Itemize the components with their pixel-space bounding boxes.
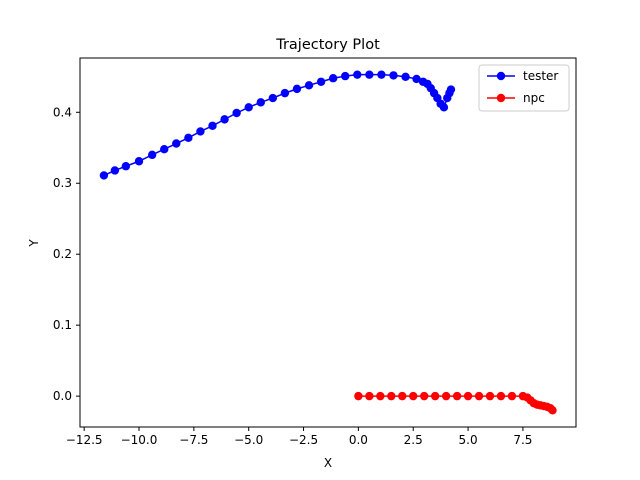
chart-title: Trajectory Plot — [275, 37, 380, 53]
x-axis-label: X — [324, 456, 332, 470]
data-point-tester — [401, 72, 410, 82]
data-point-npc — [496, 391, 506, 401]
data-point-npc — [409, 391, 418, 401]
data-point-npc — [441, 391, 451, 401]
legend-marker-npc — [496, 93, 506, 103]
data-point-tester — [184, 133, 193, 143]
y-axis-label: Y — [27, 239, 41, 248]
x-tick-label: 5.0 — [459, 433, 478, 447]
data-point-tester — [99, 171, 109, 180]
legend-marker-tester — [496, 71, 506, 81]
data-point-tester — [328, 74, 338, 83]
data-point-npc — [419, 391, 429, 401]
data-point-npc — [452, 391, 462, 401]
x-tick-label: −5.0 — [234, 433, 263, 447]
data-point-tester — [365, 70, 374, 79]
y-tick-label: 0.3 — [53, 176, 72, 190]
series-tester — [99, 70, 456, 180]
x-tick-label: −10.0 — [121, 433, 158, 447]
x-tick-label: 7.5 — [513, 433, 532, 447]
data-point-tester — [232, 108, 241, 118]
y-tick-label: 0.2 — [53, 247, 72, 261]
data-point-tester — [244, 103, 253, 112]
data-point-npc — [376, 391, 385, 401]
data-point-npc — [430, 391, 440, 401]
data-point-tester — [439, 103, 449, 112]
axes-frame — [79, 57, 577, 428]
data-point-tester — [147, 150, 157, 160]
data-point-tester — [172, 139, 181, 148]
x-tick-label: −2.5 — [289, 433, 318, 447]
y-tick-label: 0.0 — [53, 389, 72, 403]
data-point-tester — [220, 115, 229, 124]
series-npc — [354, 391, 557, 415]
data-point-npc — [398, 391, 407, 401]
data-point-npc — [507, 391, 517, 401]
data-point-npc — [387, 391, 396, 401]
data-point-npc — [485, 391, 495, 401]
y-tick-label: 0.1 — [53, 318, 72, 332]
legend-label-tester: tester — [523, 69, 558, 83]
data-point-npc — [365, 391, 374, 401]
data-point-tester — [208, 121, 217, 130]
data-point-tester — [377, 70, 386, 79]
data-point-tester — [316, 77, 326, 86]
data-point-tester — [160, 144, 169, 154]
x-tick-label: −12.5 — [66, 433, 103, 447]
data-point-tester — [256, 98, 265, 107]
data-point-tester — [304, 81, 314, 90]
y-tick-label: 0.4 — [53, 105, 72, 119]
data-point-tester — [341, 71, 350, 81]
data-point-tester — [268, 93, 278, 103]
data-point-tester — [134, 157, 144, 166]
data-point-tester — [292, 84, 302, 94]
x-tick-label: 2.5 — [404, 433, 423, 447]
data-point-npc — [354, 391, 363, 401]
legend: tester npc — [478, 64, 570, 112]
data-point-tester — [389, 71, 398, 80]
data-point-tester — [412, 74, 421, 84]
legend-label-npc: npc — [523, 91, 545, 105]
data-point-npc — [474, 391, 484, 401]
data-point-npc — [463, 391, 473, 401]
x-tick-label: −7.5 — [179, 433, 208, 447]
data-point-tester — [196, 127, 205, 136]
data-point-npc — [548, 406, 557, 415]
plot-area: −12.5 −10.0 −7.5 −5.0 −2.5 0.0 2.5 5.0 7.5 0.0 0.1… — [53, 57, 577, 447]
data-point-tester — [110, 166, 120, 175]
data-point-tester — [353, 70, 362, 79]
x-tick-label: 0.0 — [349, 433, 368, 447]
data-point-tester — [446, 85, 456, 94]
data-point-tester — [121, 162, 131, 171]
data-point-tester — [280, 88, 290, 98]
